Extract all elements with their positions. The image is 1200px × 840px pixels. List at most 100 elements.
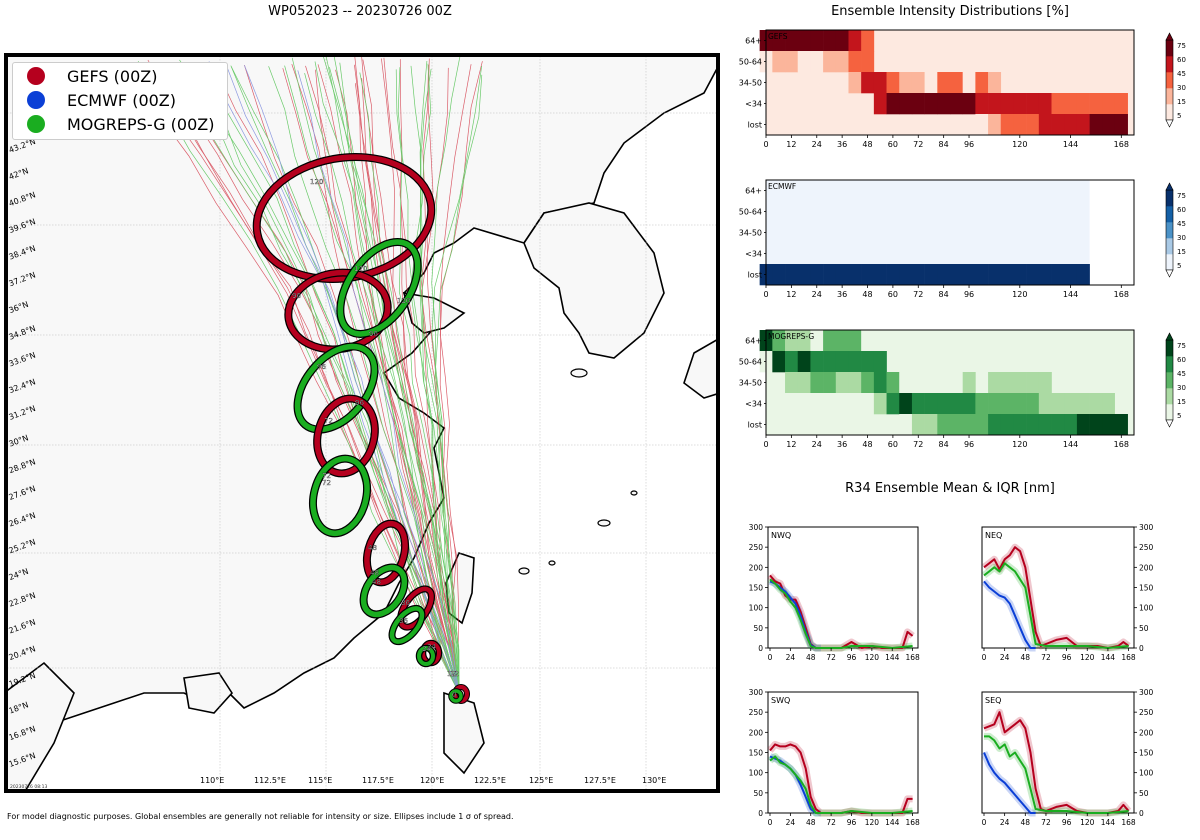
track-map: 1209612012096967296727248484836362424121…: [4, 53, 720, 793]
r34-x-label: 168: [905, 653, 920, 662]
r34-mean-line: [983, 752, 1036, 814]
heatmap-cell: [861, 72, 875, 94]
hour-label: 72: [324, 417, 333, 425]
heatmap-cell: [810, 264, 824, 286]
heatmap-cell: [835, 351, 849, 373]
r34-mean-line: [769, 578, 913, 649]
heatmap-cell: [873, 351, 887, 373]
hour-label: 36: [399, 617, 408, 625]
heatmap-cell: [861, 30, 875, 52]
heatmap-cell: [810, 330, 824, 352]
intensity-category-label: 34-50: [739, 79, 762, 88]
ensemble-track: [431, 65, 483, 694]
r34-quadrant-label: NWQ: [771, 531, 791, 540]
colorbar-segment: [1166, 388, 1173, 405]
r34-frame: [767, 526, 919, 649]
colorbar-segment: [1166, 254, 1173, 271]
intensity-hour-label: 60: [888, 290, 898, 299]
heatmap-cell: [835, 264, 849, 286]
r34-y-label: 300: [1139, 688, 1154, 697]
heatmap-cell: [848, 264, 862, 286]
ryukyu-islands: [518, 368, 638, 575]
lon-label: 122.5°E: [474, 776, 506, 785]
heatmap-panel-name: ECMWF: [768, 182, 796, 191]
intensity-hour-label: 24: [812, 140, 822, 149]
colorbar-arrow-top: [1165, 32, 1174, 41]
hour-label: 96: [292, 292, 301, 300]
r34-x-label: 96: [1062, 653, 1072, 662]
intensity-category-label: <34: [745, 400, 762, 409]
heatmap-cell: [785, 351, 799, 373]
ensemble-track: [359, 72, 460, 694]
colorbar-arrow-top: [1165, 332, 1174, 341]
heatmap-cell: [861, 330, 875, 352]
intensity-hour-label: 12: [786, 140, 796, 149]
r34-x-label: 168: [1121, 818, 1136, 827]
r34-y-label: 0: [1139, 644, 1144, 653]
heatmap-cell: [785, 30, 799, 52]
heatmap-cell: [810, 372, 824, 394]
mogreps-marker: [27, 115, 45, 133]
heatmap-cell: [1000, 114, 1014, 136]
heatmap-cell: [1076, 114, 1090, 136]
heatmap-cell: [1038, 393, 1052, 415]
heatmap-cell: [797, 351, 811, 373]
intensity-category-label: 34-50: [739, 229, 762, 238]
intensity-hour-label: 168: [1114, 140, 1129, 149]
heatmap-cell: [911, 72, 925, 94]
heatmap-cell: [835, 51, 849, 73]
r34-x-label: 96: [1062, 818, 1072, 827]
mog-ellipse-36h-fill: [389, 606, 425, 644]
r34-y-label: 50: [1139, 624, 1149, 633]
heatmap-cell: [1026, 372, 1040, 394]
heatmap-cell: [975, 414, 989, 436]
ensemble-track: [227, 67, 460, 694]
heatmap-cell: [1000, 93, 1014, 115]
heatmap-cell: [899, 393, 913, 415]
gefs-ellipse-72h-fill: [314, 395, 378, 477]
heatmap-cell: [1026, 393, 1040, 415]
intensity-hour-label: 96: [964, 440, 974, 449]
r34-mean-line: [983, 580, 1036, 649]
intensity-title: Ensemble Intensity Distributions [%]: [831, 4, 1069, 19]
heatmap-cell: [988, 114, 1002, 136]
heatmap-cell: [1013, 372, 1027, 394]
intensity-hour-label: 12: [786, 290, 796, 299]
r34-y-label: 300: [749, 688, 764, 697]
map-title: WP052023 -- 20230726 00Z: [268, 4, 452, 19]
colorbar-segment: [1166, 206, 1173, 223]
heatmap-cell: [962, 414, 976, 436]
colorbar-segment: [1166, 356, 1173, 373]
heatmap-cell: [810, 393, 824, 415]
intensity-hour-label: 168: [1114, 440, 1129, 449]
r34-y-label: 150: [1139, 584, 1154, 593]
intensity-hour-label: 36: [837, 440, 847, 449]
lon-label: 125°E: [529, 776, 553, 785]
heatmap-cell: [848, 51, 862, 73]
heatmap-cell: [835, 372, 849, 394]
r34-y-label: 200: [1139, 728, 1154, 737]
heatmap-cell: [911, 93, 925, 115]
ensemble-track: [354, 64, 460, 694]
heatmap-cell: [988, 372, 1002, 394]
heatmap-cell: [1102, 414, 1116, 436]
heatmap-cell: [975, 72, 989, 94]
heatmap-cell: [785, 51, 799, 73]
heatmap-cell: [1013, 414, 1027, 436]
heatmap-cell: [873, 264, 887, 286]
intensity-category-label: lost: [748, 421, 762, 430]
colorbar-arrow-bottom: [1165, 269, 1174, 278]
heatmap-panel-name: MOGREPS-G: [768, 332, 814, 341]
hour-label: 96: [317, 363, 326, 371]
heatmap-cell: [772, 30, 786, 52]
heatmap-cell: [1076, 264, 1090, 286]
longitude-labels: 110°E 112.5°E 115°E 117.5°E 120°E 122.5°E 125°…: [200, 776, 666, 785]
r34-frame: [767, 691, 919, 814]
hour-label: 120: [397, 297, 410, 305]
heatmap-cell: [1026, 414, 1040, 436]
heatmap-cell: [962, 393, 976, 415]
heatmap-cell: [911, 264, 925, 286]
r34-y-label: 300: [749, 523, 764, 532]
ensemble-track: [329, 67, 460, 694]
heatmap-cell: [1064, 414, 1078, 436]
